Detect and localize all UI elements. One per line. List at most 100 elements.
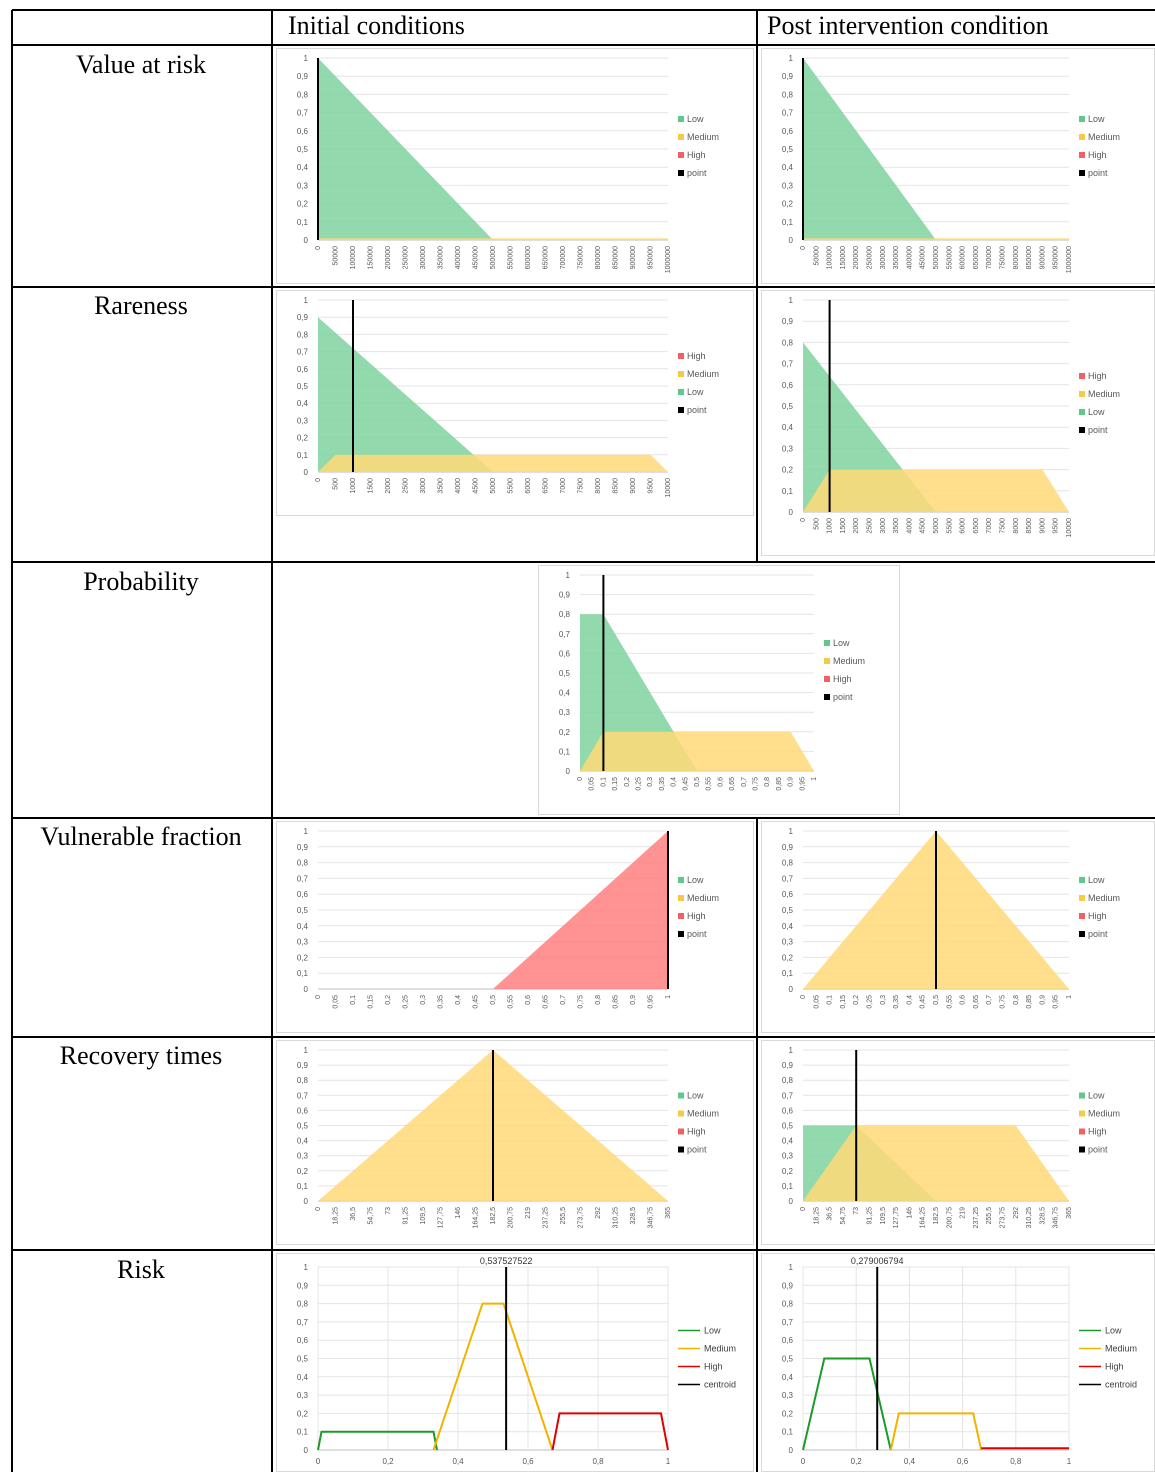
- series-area-medium: [318, 238, 668, 240]
- x-tick-label: 54,75: [368, 1207, 375, 1225]
- x-tick-label: 0,3: [647, 777, 654, 787]
- y-tick-label: 0,5: [297, 1355, 309, 1364]
- y-tick-label: 0,6: [297, 365, 309, 374]
- y-tick-label: 0,2: [782, 953, 794, 962]
- y-tick-label: 0,3: [297, 416, 309, 425]
- y-tick-label: 0,7: [297, 874, 309, 883]
- x-tick-label: 0,55: [946, 995, 953, 1009]
- x-tick-label: 0,05: [813, 995, 820, 1009]
- x-tick-label: 0,45: [473, 995, 480, 1009]
- chart-frame: [276, 1253, 754, 1472]
- y-tick-label: 0,4: [297, 163, 309, 172]
- x-tick-label: 4500: [473, 478, 480, 494]
- y-tick-label: 0,9: [297, 843, 309, 852]
- y-tick-label: 0: [304, 468, 309, 477]
- legend-label: point: [687, 929, 707, 939]
- y-tick-label: 0,2: [782, 1409, 794, 1418]
- x-tick-label: 900000: [630, 246, 637, 269]
- x-tick-label: 3500: [438, 478, 445, 494]
- y-tick-label: 0,3: [297, 938, 309, 947]
- y-tick-label: 0,2: [782, 1167, 794, 1176]
- y-tick-label: 0,2: [559, 728, 571, 737]
- x-tick-label: 500: [813, 518, 820, 530]
- legend-label: Low: [1088, 875, 1105, 885]
- series-area-medium: [580, 731, 814, 771]
- x-tick-label: 450000: [473, 246, 480, 269]
- y-tick-label: 1: [304, 827, 309, 836]
- y-tick-label: 0,8: [782, 338, 794, 347]
- x-tick-label: 3500: [893, 518, 900, 534]
- y-tick-label: 0,6: [297, 1336, 309, 1345]
- x-tick-label: 36,5: [350, 1207, 357, 1221]
- y-tick-label: 0,9: [782, 1061, 794, 1070]
- y-tick-label: 0,8: [297, 1300, 309, 1309]
- x-tick-label: 365: [1066, 1207, 1073, 1219]
- x-tick-label: 0,6: [522, 1457, 534, 1466]
- x-tick-label: 0,2: [853, 995, 860, 1005]
- legend-label: point: [1088, 929, 1108, 939]
- y-tick-label: 1: [789, 54, 794, 63]
- x-tick-label: 5000: [933, 518, 940, 534]
- legend-swatch: [678, 407, 684, 413]
- x-tick-label: 0,3: [420, 995, 427, 1005]
- legend-label: High: [1088, 371, 1107, 381]
- x-tick-label: 0: [316, 1457, 321, 1466]
- legend-swatch: [824, 676, 830, 682]
- y-tick-label: 0,5: [782, 906, 794, 915]
- y-tick-label: 0,8: [782, 1300, 794, 1309]
- x-tick-label: 0,4: [904, 1457, 916, 1466]
- x-tick-label: 800000: [1013, 246, 1020, 269]
- y-tick-label: 1: [304, 1263, 309, 1272]
- x-tick-label: 73: [853, 1207, 860, 1215]
- x-tick-label: 2500: [403, 478, 410, 494]
- legend-swatch: [678, 353, 684, 359]
- y-tick-label: 0,1: [297, 451, 309, 460]
- x-tick-label: 0,85: [613, 995, 620, 1009]
- x-tick-label: 5500: [946, 518, 953, 534]
- legend-label: point: [1088, 425, 1108, 435]
- row-label-risk: Risk: [117, 1255, 165, 1284]
- x-tick-label: 1: [666, 1457, 671, 1466]
- legend-swatch: [1079, 913, 1085, 919]
- y-tick-label: 0,3: [297, 1152, 309, 1161]
- y-tick-label: 0,3: [559, 708, 571, 717]
- legend-swatch: [1079, 427, 1085, 433]
- x-tick-label: 850000: [1026, 246, 1033, 269]
- x-tick-label: 0,35: [438, 995, 445, 1009]
- series-line-medium: [889, 1412, 983, 1451]
- series-area-high: [318, 831, 668, 989]
- x-tick-label: 1: [1067, 1457, 1072, 1466]
- legend-swatch: [1079, 409, 1085, 415]
- x-tick-label: 182,5: [933, 1207, 940, 1225]
- y-tick-label: 1: [304, 54, 309, 63]
- x-tick-label: 0,5: [933, 995, 940, 1005]
- y-tick-label: 0,2: [782, 200, 794, 209]
- legend-swatch: [1079, 1110, 1085, 1117]
- y-tick-label: 0,6: [782, 1336, 794, 1345]
- legend-swatch: [1079, 170, 1085, 176]
- x-tick-label: 6000: [525, 478, 532, 494]
- x-tick-label: 310,25: [1026, 1207, 1033, 1229]
- x-tick-label: 7500: [578, 478, 585, 494]
- y-tick-label: 0,1: [782, 218, 794, 227]
- x-tick-label: 2000: [385, 478, 392, 494]
- y-tick-label: 0,4: [297, 1373, 309, 1382]
- column-header-initial: Initial conditions: [288, 11, 465, 40]
- x-tick-label: 1: [811, 777, 818, 781]
- legend-swatch: [1079, 391, 1085, 397]
- legend-label: High: [687, 911, 706, 921]
- y-tick-label: 0,3: [782, 938, 794, 947]
- x-tick-label: 7500: [1000, 518, 1007, 534]
- x-tick-label: 550000: [946, 246, 953, 269]
- y-tick-label: 0,9: [559, 591, 571, 600]
- x-tick-label: 182,5: [490, 1207, 497, 1225]
- x-tick-label: 255,5: [986, 1207, 993, 1225]
- series-area-medium: [318, 454, 668, 472]
- y-tick-label: 0,6: [297, 890, 309, 899]
- legend-swatch: [678, 170, 684, 176]
- y-tick-label: 0,2: [297, 1409, 309, 1418]
- x-tick-label: 7000: [560, 478, 567, 494]
- legend-swatch: [824, 658, 830, 664]
- legend-swatch: [824, 640, 830, 646]
- column-header-post: Post intervention condition: [767, 11, 1049, 40]
